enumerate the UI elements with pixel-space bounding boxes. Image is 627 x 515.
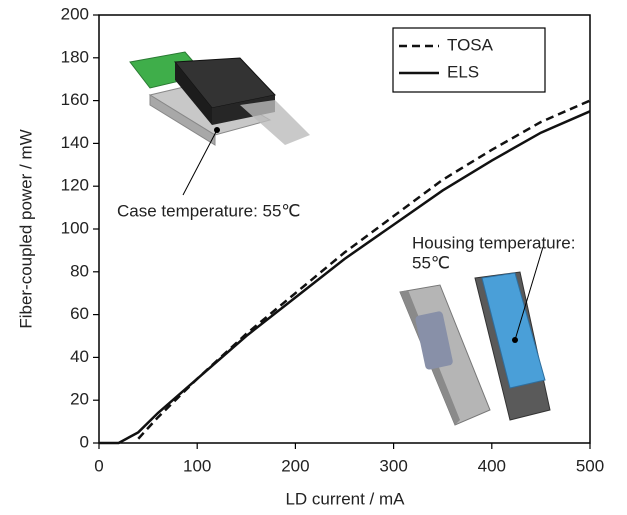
y-tick-label: 120 [61, 176, 89, 195]
y-tick-label: 40 [70, 347, 89, 366]
data-line [99, 110, 591, 445]
x-tick-label: 100 [183, 456, 211, 475]
legend-label: ELS [447, 62, 479, 81]
x-axis-label: LD current / mA [285, 489, 405, 508]
y-tick-label: 20 [70, 390, 89, 409]
x-tick-label: 200 [281, 456, 309, 475]
x-tick-label: 500 [576, 456, 604, 475]
y-tick-label: 100 [61, 218, 89, 237]
y-tick-label: 200 [61, 4, 89, 23]
x-tick-label: 400 [478, 456, 506, 475]
annotation: Case temperature: 55℃ [117, 201, 301, 220]
y-tick-label: 180 [61, 47, 89, 66]
y-tick-label: 140 [61, 133, 89, 152]
x-tick-label: 300 [379, 456, 407, 475]
y-tick-label: 160 [61, 90, 89, 109]
y-axis-label: Fiber-coupled power / mW [16, 129, 35, 328]
y-tick-label: 0 [80, 432, 89, 451]
y-tick-label: 80 [70, 261, 89, 280]
annotation: 55℃ [412, 253, 450, 272]
y-tick-label: 60 [70, 304, 89, 323]
x-tick-label: 0 [94, 456, 103, 475]
tosa-illustration [129, 51, 310, 196]
annotation: Housing temperature: [412, 233, 575, 252]
legend-box [392, 27, 546, 93]
els-illustration [399, 246, 551, 426]
legend-label: TOSA [447, 35, 494, 54]
